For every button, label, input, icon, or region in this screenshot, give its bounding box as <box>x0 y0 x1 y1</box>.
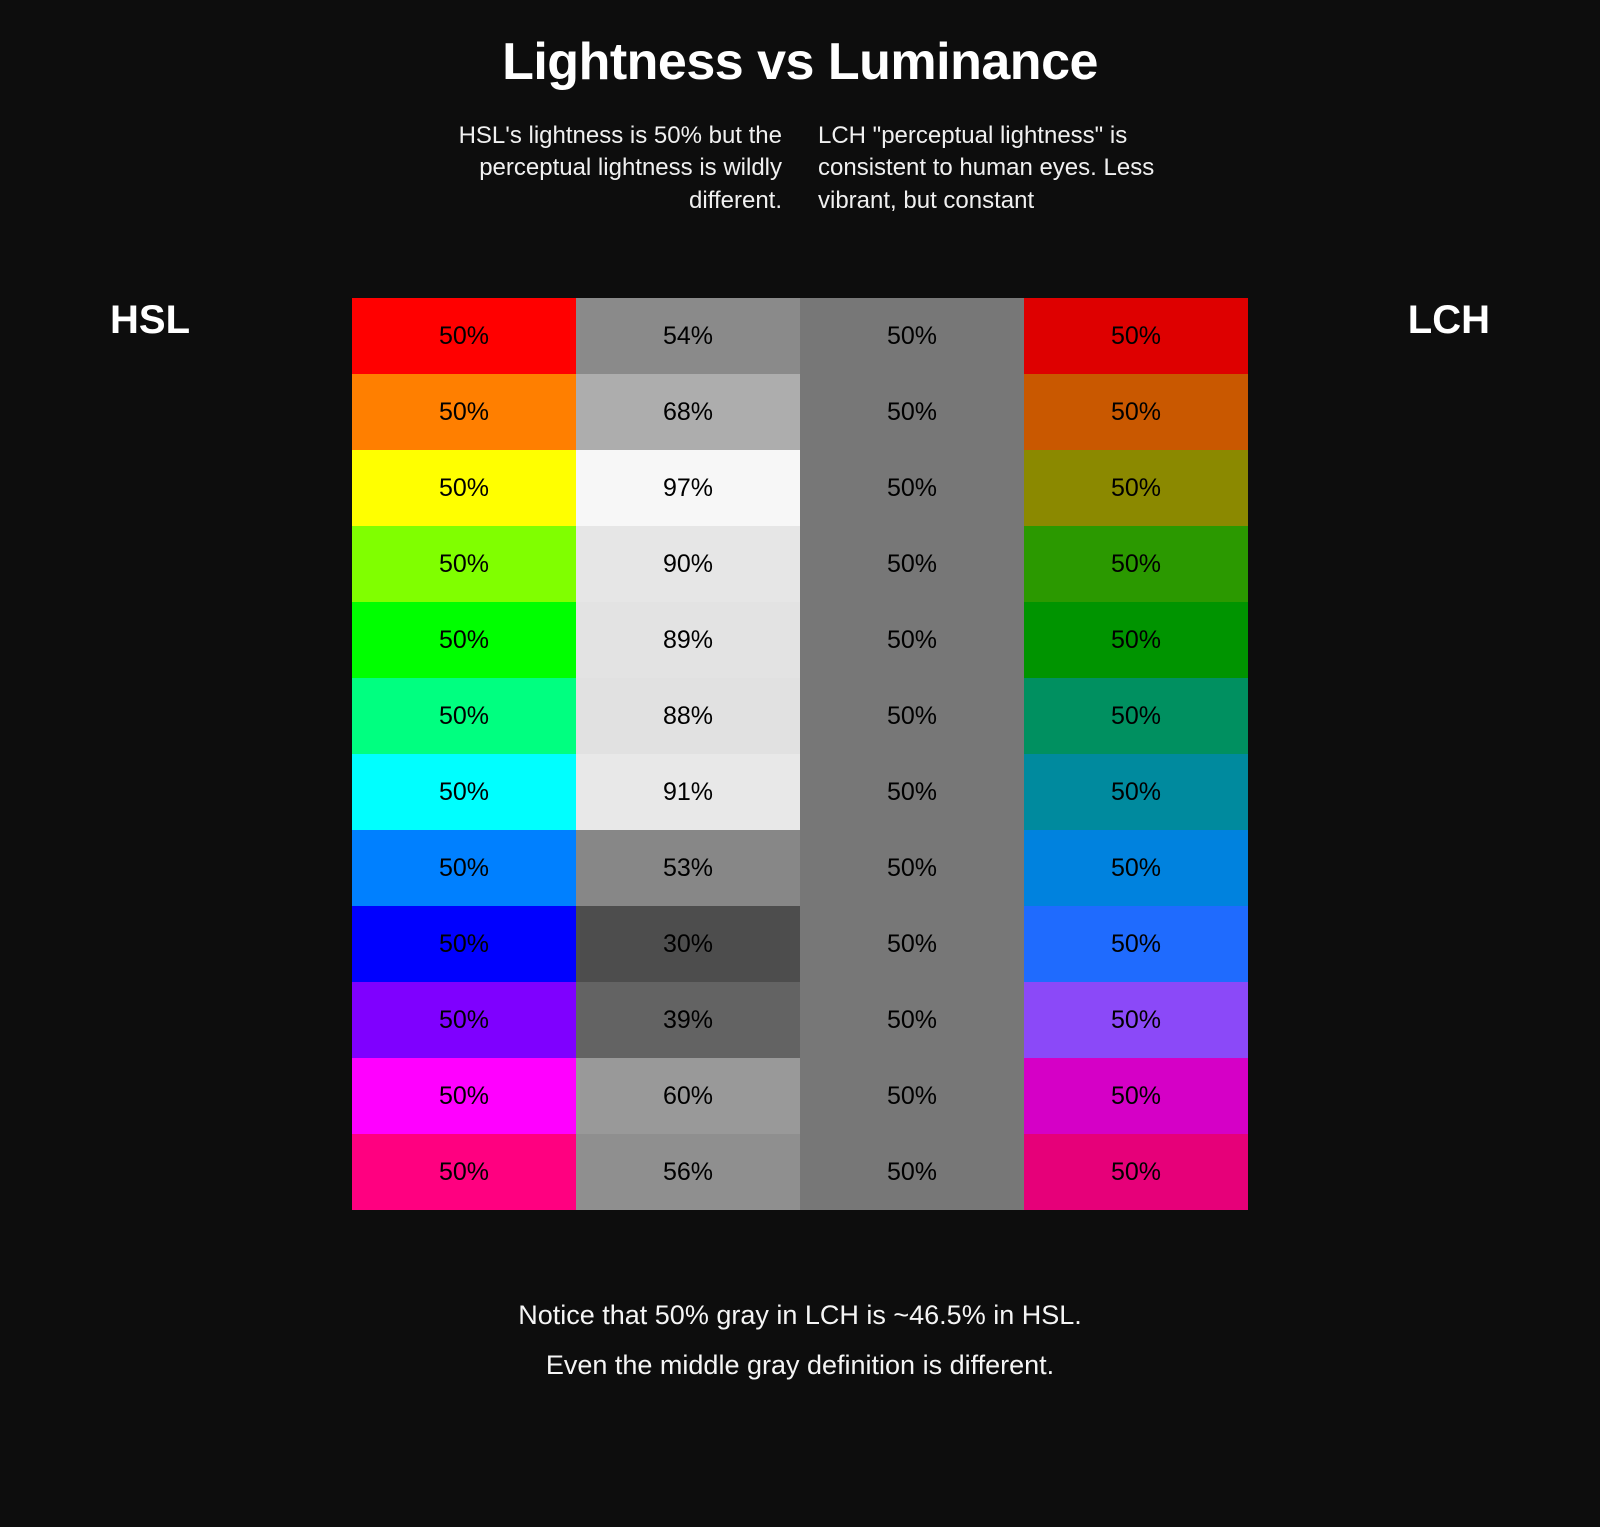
cell-hsl-gray: 91% <box>576 754 800 830</box>
cell-lch-gray: 50% <box>800 982 1024 1058</box>
table-row: 50%60%50%50% <box>352 1058 1248 1134</box>
cell-hsl-gray: 68% <box>576 374 800 450</box>
cell-hsl-color: 50% <box>352 450 576 526</box>
column-header-lch: LCH <box>1408 298 1490 343</box>
cell-lch-gray: 50% <box>800 1134 1024 1210</box>
table-row: 50%56%50%50% <box>352 1134 1248 1210</box>
table-row: 50%53%50%50% <box>352 830 1248 906</box>
cell-lch-gray: 50% <box>800 298 1024 374</box>
table-row: 50%88%50%50% <box>352 678 1248 754</box>
table-row: 50%30%50%50% <box>352 906 1248 982</box>
cell-lch-color: 50% <box>1024 1058 1248 1134</box>
cell-hsl-color: 50% <box>352 602 576 678</box>
cell-lch-color: 50% <box>1024 906 1248 982</box>
cell-hsl-gray: 54% <box>576 298 800 374</box>
cell-lch-gray: 50% <box>800 830 1024 906</box>
cell-lch-gray: 50% <box>800 450 1024 526</box>
cell-hsl-color: 50% <box>352 678 576 754</box>
table-row: 50%97%50%50% <box>352 450 1248 526</box>
cell-lch-gray: 50% <box>800 374 1024 450</box>
cell-hsl-color: 50% <box>352 982 576 1058</box>
table-row: 50%89%50%50% <box>352 602 1248 678</box>
cell-hsl-gray: 56% <box>576 1134 800 1210</box>
comparison-grid: 50%54%50%50%50%68%50%50%50%97%50%50%50%9… <box>352 298 1248 1210</box>
cell-lch-color: 50% <box>1024 982 1248 1058</box>
cell-lch-gray: 50% <box>800 678 1024 754</box>
cell-lch-color: 50% <box>1024 450 1248 526</box>
cell-hsl-gray: 39% <box>576 982 800 1058</box>
cell-lch-gray: 50% <box>800 754 1024 830</box>
cell-hsl-gray: 53% <box>576 830 800 906</box>
table-row: 50%90%50%50% <box>352 526 1248 602</box>
cell-hsl-gray: 30% <box>576 906 800 982</box>
cell-hsl-color: 50% <box>352 374 576 450</box>
column-header-hsl: HSL <box>110 298 190 343</box>
cell-hsl-color: 50% <box>352 830 576 906</box>
cell-lch-gray: 50% <box>800 906 1024 982</box>
cell-hsl-color: 50% <box>352 754 576 830</box>
cell-lch-color: 50% <box>1024 602 1248 678</box>
cell-hsl-gray: 89% <box>576 602 800 678</box>
cell-lch-color: 50% <box>1024 1134 1248 1210</box>
cell-hsl-gray: 60% <box>576 1058 800 1134</box>
cell-lch-color: 50% <box>1024 830 1248 906</box>
subtitle-hsl: HSL's lightness is 50% but the perceptua… <box>422 120 782 217</box>
cell-hsl-gray: 88% <box>576 678 800 754</box>
page-title: Lightness vs Luminance <box>0 32 1600 92</box>
cell-hsl-color: 50% <box>352 298 576 374</box>
table-row: 50%91%50%50% <box>352 754 1248 830</box>
table-row: 50%54%50%50% <box>352 298 1248 374</box>
subtitle-row: HSL's lightness is 50% but the perceptua… <box>0 120 1600 217</box>
cell-lch-color: 50% <box>1024 754 1248 830</box>
cell-lch-gray: 50% <box>800 526 1024 602</box>
cell-hsl-color: 50% <box>352 906 576 982</box>
cell-lch-gray: 50% <box>800 602 1024 678</box>
cell-lch-color: 50% <box>1024 374 1248 450</box>
cell-lch-color: 50% <box>1024 298 1248 374</box>
table-row: 50%68%50%50% <box>352 374 1248 450</box>
cell-lch-gray: 50% <box>800 1058 1024 1134</box>
cell-lch-color: 50% <box>1024 678 1248 754</box>
cell-hsl-gray: 90% <box>576 526 800 602</box>
cell-hsl-color: 50% <box>352 1134 576 1210</box>
cell-hsl-color: 50% <box>352 526 576 602</box>
footnote-line-2: Even the middle gray definition is diffe… <box>0 1350 1600 1381</box>
cell-lch-color: 50% <box>1024 526 1248 602</box>
subtitle-lch: LCH "perceptual lightness" is consistent… <box>818 120 1178 217</box>
cell-hsl-gray: 97% <box>576 450 800 526</box>
cell-hsl-color: 50% <box>352 1058 576 1134</box>
table-row: 50%39%50%50% <box>352 982 1248 1058</box>
footnote-line-1: Notice that 50% gray in LCH is ~46.5% in… <box>0 1300 1600 1331</box>
